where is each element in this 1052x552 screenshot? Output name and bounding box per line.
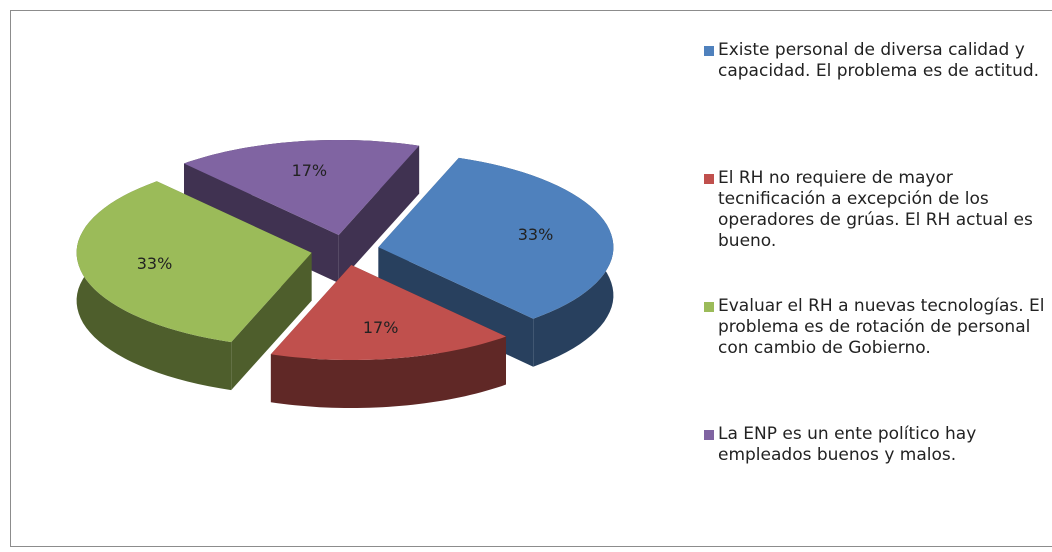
legend: Existe personal de diversa calidad y cap… [704,40,1050,552]
legend-label: Evaluar el RH a nuevas tecnologías. El p… [718,296,1050,359]
legend-label: Existe personal de diversa calidad y cap… [718,40,1050,82]
data-label: 33% [137,254,173,273]
legend-item: Evaluar el RH a nuevas tecnologías. El p… [704,296,1050,424]
legend-item: La ENP es un ente político hay empleados… [704,424,1050,552]
legend-swatch [704,302,714,312]
legend-swatch [704,430,714,440]
legend-item: Existe personal de diversa calidad y cap… [704,40,1050,168]
legend-label: El RH no requiere de mayor tecnificación… [718,168,1050,252]
legend-label: La ENP es un ente político hay empleados… [718,424,1050,466]
legend-swatch [704,46,714,56]
data-label: 17% [363,318,399,337]
data-label: 17% [292,161,328,180]
data-label: 33% [518,225,554,244]
legend-item: El RH no requiere de mayor tecnificación… [704,168,1050,296]
legend-swatch [704,174,714,184]
